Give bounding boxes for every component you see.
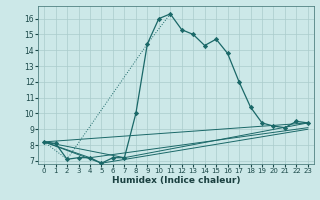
X-axis label: Humidex (Indice chaleur): Humidex (Indice chaleur) xyxy=(112,176,240,185)
